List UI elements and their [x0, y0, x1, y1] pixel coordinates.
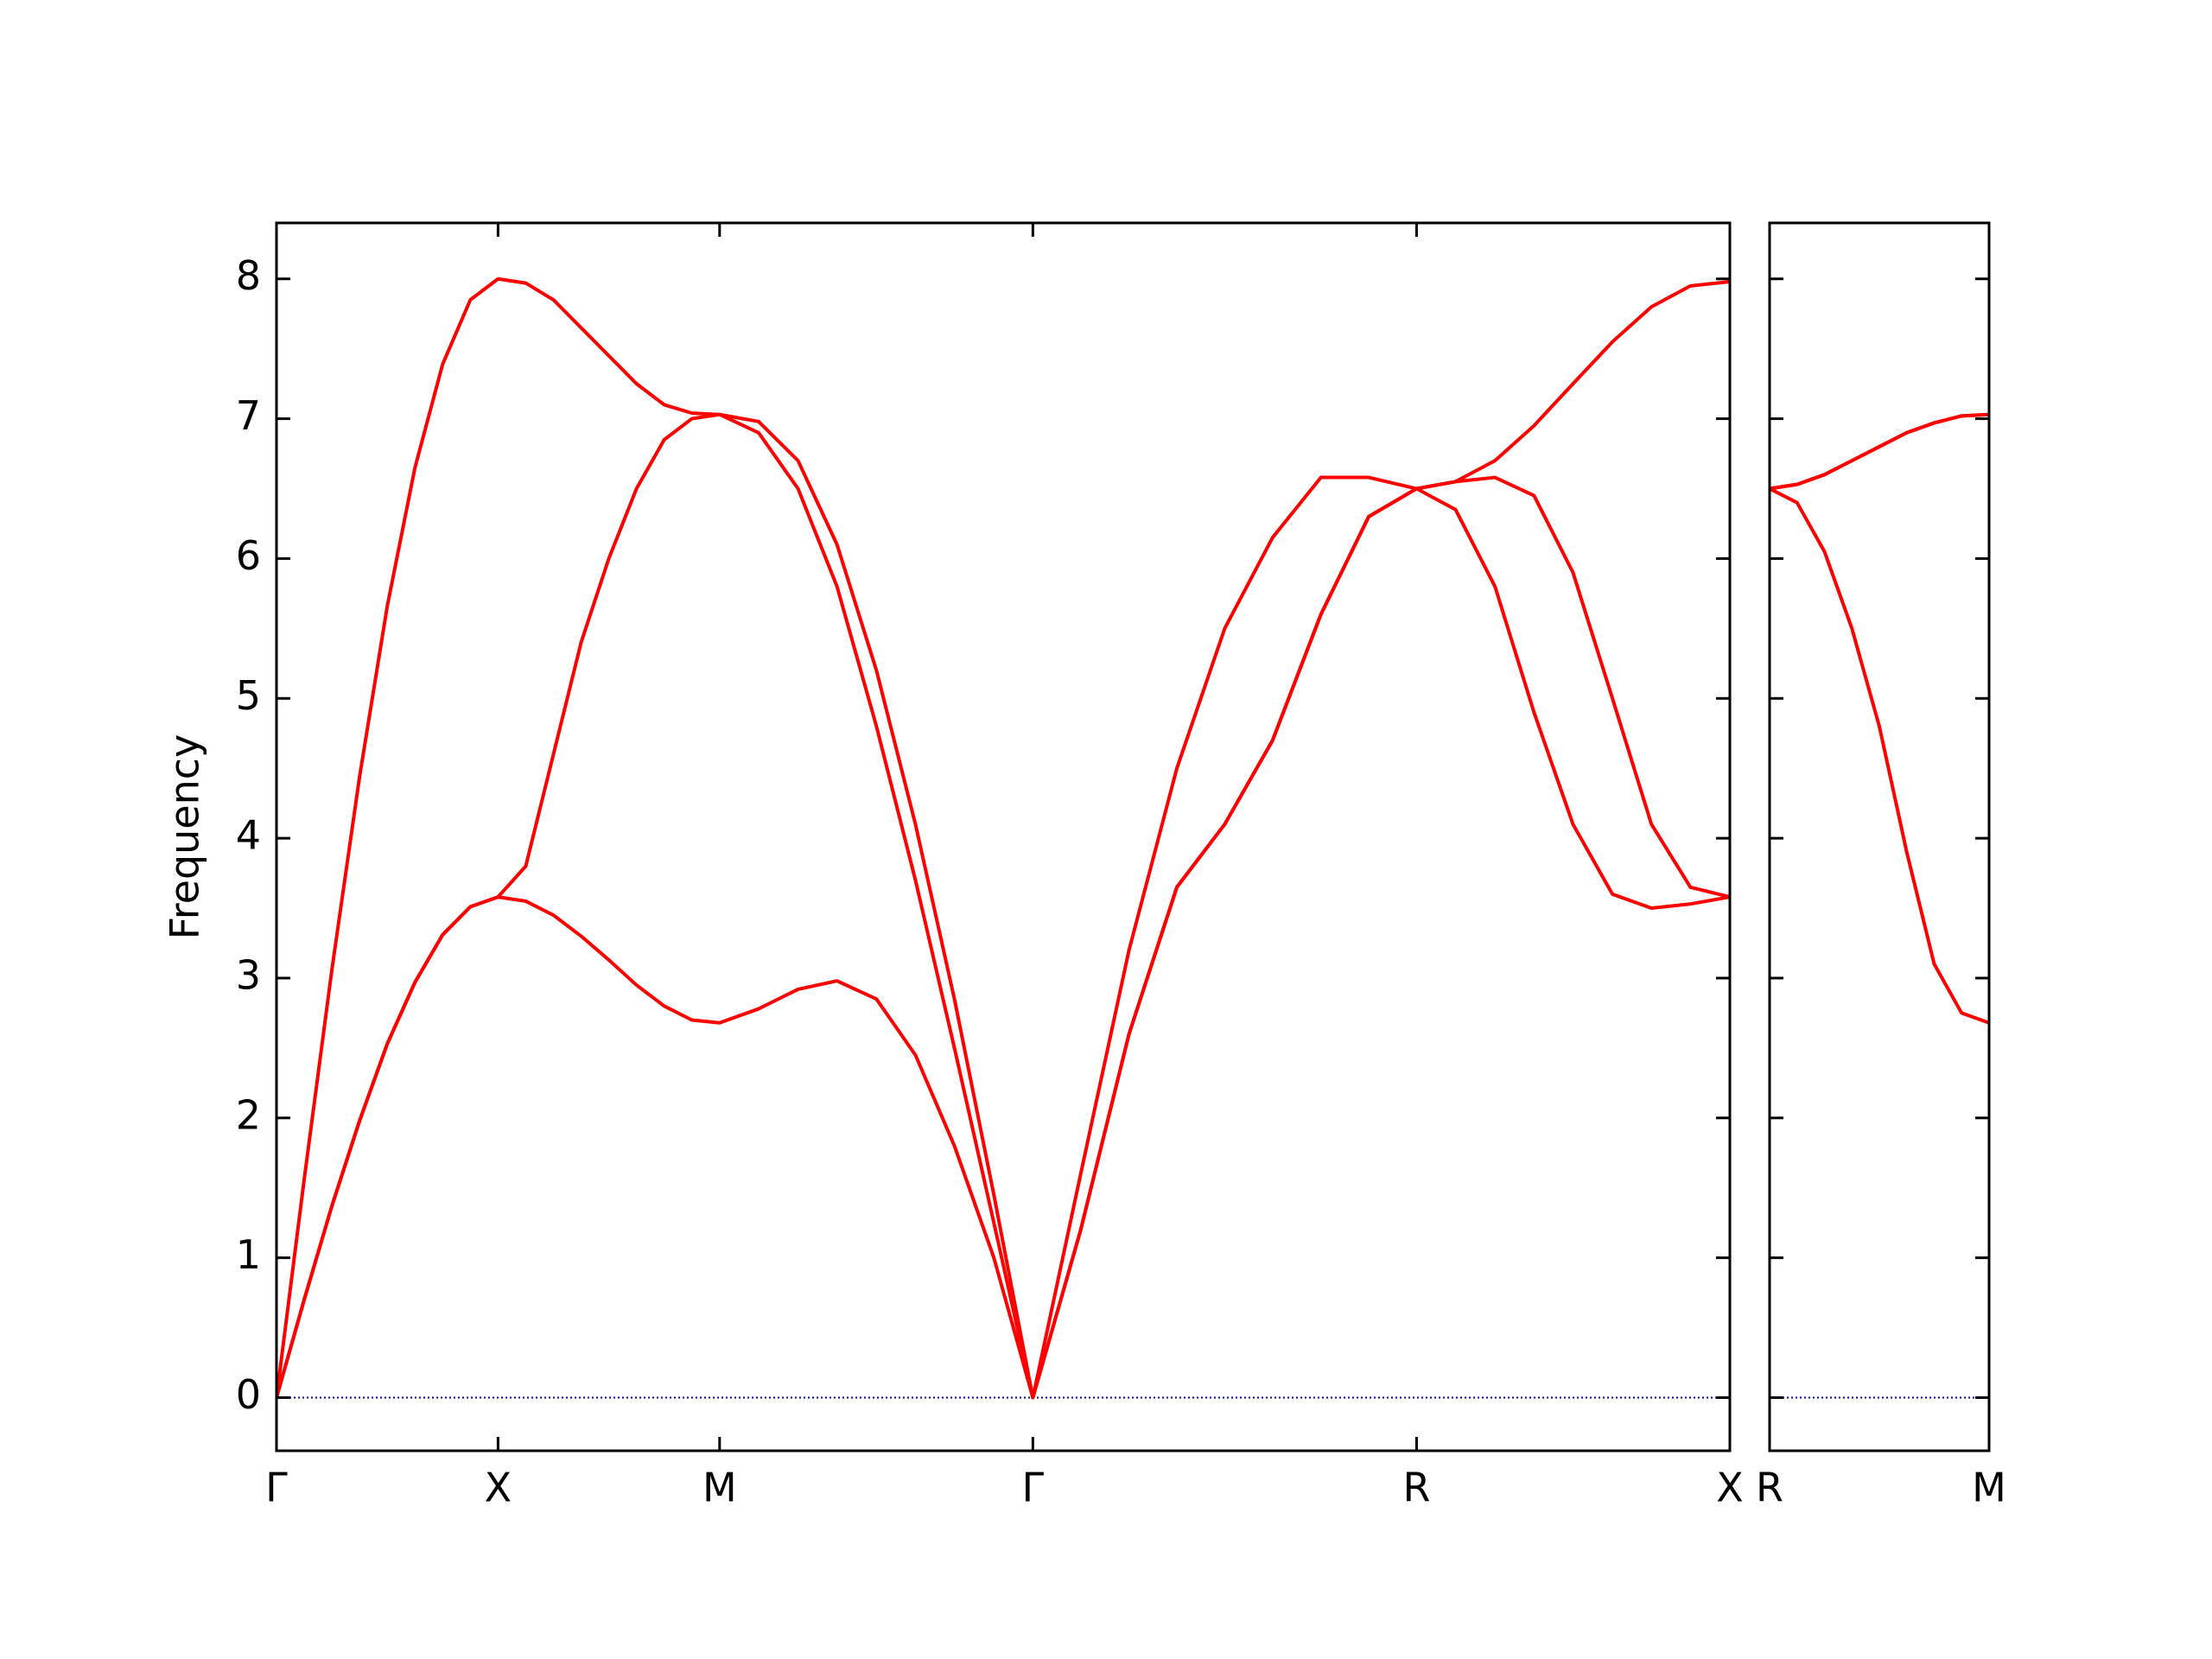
x-tick-label: M — [1972, 1465, 2006, 1511]
y-tick-label: 5 — [236, 672, 261, 719]
y-tick-label: 8 — [236, 252, 261, 299]
y-tick-label: 6 — [236, 532, 261, 579]
panel: 0 1 2 3 4 5 6 7 8 Γ X M Γ R X Frequency — [162, 221, 1744, 1511]
axes-frame — [275, 221, 1732, 1452]
x-tick-label: Γ — [1022, 1465, 1045, 1511]
x-tick-label: X — [485, 1465, 512, 1511]
y-tick-label: 4 — [236, 812, 261, 859]
band-line — [1770, 412, 1989, 491]
band-line — [1770, 486, 1989, 1025]
band-line — [276, 412, 1730, 1400]
band-line — [276, 276, 1730, 1400]
x-tick-label: R — [1402, 1465, 1430, 1511]
y-tick-label: 3 — [236, 951, 261, 998]
x-tick-label: R — [1756, 1465, 1783, 1511]
y-axis-label: Frequency — [162, 734, 208, 940]
y-tick-label: 1 — [236, 1231, 261, 1278]
y-tick-label: 0 — [236, 1371, 261, 1418]
axes-frame — [1768, 221, 1991, 1452]
x-tick-label: M — [702, 1465, 737, 1511]
y-tick-label: 2 — [236, 1091, 261, 1138]
y-tick-label: 7 — [236, 392, 261, 439]
x-tick-label: Γ — [265, 1465, 288, 1511]
x-tick-label: X — [1716, 1465, 1744, 1511]
